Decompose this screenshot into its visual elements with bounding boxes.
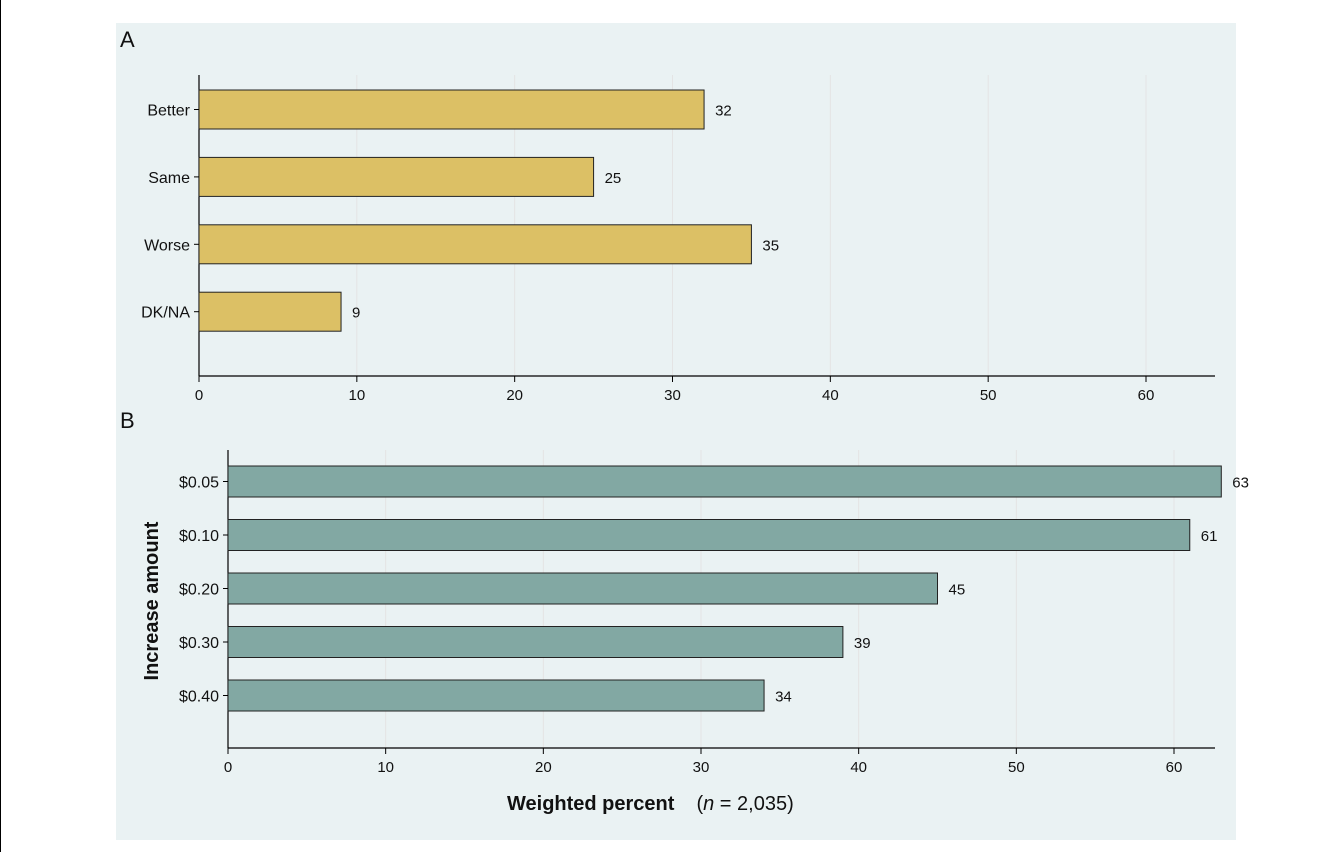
bar-1: [198, 156, 595, 197]
x-tick-label-6: 60: [1166, 759, 1183, 776]
x-tick-label-5: 50: [1008, 759, 1025, 776]
x-tick-label-5: 50: [980, 387, 997, 404]
x-tick-label-3: 30: [693, 759, 710, 776]
bar-3: [198, 291, 342, 332]
x-axis-note-rest: = 2,035): [714, 793, 794, 815]
bar-0: [198, 89, 705, 130]
category-label-0: Better: [147, 103, 190, 120]
data-label-3: 39: [854, 635, 871, 652]
bar-2: [227, 572, 938, 605]
category-label-3: $0.30: [179, 635, 219, 652]
category-label-2: $0.20: [179, 582, 219, 599]
data-label-4: 34: [775, 689, 792, 706]
data-label-3: 9: [352, 305, 360, 322]
x-axis-note-n: n: [703, 793, 714, 815]
bar-4: [227, 679, 765, 712]
bar-3: [227, 626, 844, 658]
data-label-1: 25: [605, 170, 622, 187]
category-label-1: Same: [148, 170, 190, 187]
bar-1: [227, 519, 1191, 551]
category-label-2: Worse: [144, 237, 190, 254]
x-tick-label-1: 10: [348, 387, 365, 404]
data-label-0: 63: [1232, 475, 1249, 492]
figure-left-border: [0, 0, 1, 852]
x-axis-note-open: (: [696, 793, 703, 815]
x-tick-label-1: 10: [377, 759, 394, 776]
category-label-4: $0.40: [179, 689, 219, 706]
x-tick-label-3: 30: [664, 387, 681, 404]
x-axis-title-main: Weighted percent: [507, 793, 675, 815]
x-tick-label-4: 40: [822, 387, 839, 404]
y-axis-title: Increase amount: [141, 521, 163, 680]
x-tick-label-0: 0: [224, 759, 232, 776]
data-label-1: 61: [1201, 528, 1218, 545]
bar-2: [198, 224, 752, 265]
x-tick-label-4: 40: [850, 759, 867, 776]
x-axis-title: Weighted percent (n = 2,035): [507, 793, 794, 815]
category-label-1: $0.10: [179, 528, 219, 545]
panel-label: B: [120, 408, 135, 433]
x-tick-label-2: 20: [506, 387, 523, 404]
data-label-2: 45: [949, 582, 966, 599]
x-tick-label-0: 0: [195, 387, 203, 404]
x-tick-label-2: 20: [535, 759, 552, 776]
bar-0: [227, 465, 1222, 498]
category-label-0: $0.05: [179, 475, 219, 492]
panel-label: A: [120, 27, 135, 52]
data-label-0: 32: [715, 103, 732, 120]
x-tick-label-6: 60: [1138, 387, 1155, 404]
category-label-3: DK/NA: [141, 305, 190, 322]
data-label-2: 35: [762, 237, 779, 254]
